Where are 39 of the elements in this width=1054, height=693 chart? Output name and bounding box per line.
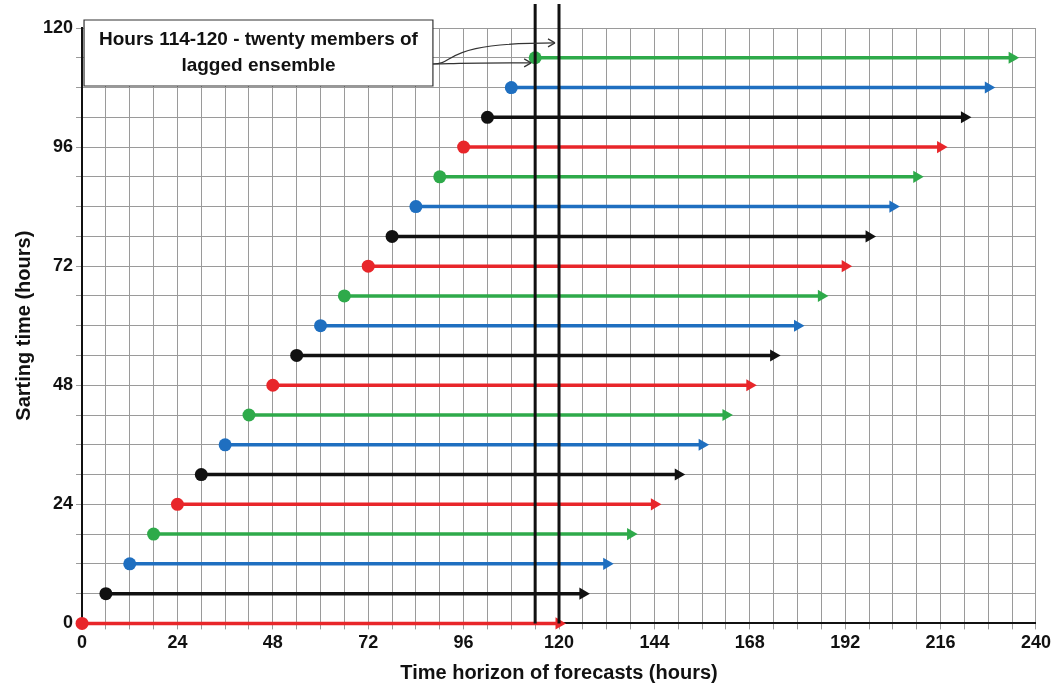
x-tick-label: 0 [77,632,88,653]
x-tick-label: 72 [358,632,379,653]
point [314,319,328,333]
x-tick-label: 144 [639,632,670,653]
point [99,587,113,601]
x-tick-label: 120 [543,632,575,653]
point [194,468,208,482]
point [409,200,423,214]
point [385,229,399,243]
y-tick-label: 120 [42,16,74,37]
y-tick-label: 72 [53,255,74,276]
point [337,289,351,303]
x-tick-label: 96 [453,632,474,653]
x-tick-label: 168 [734,632,765,653]
x-tick-label: 24 [167,632,188,653]
point [433,170,447,184]
point [170,497,184,511]
point [457,140,471,154]
point [147,527,161,541]
y-tick-label: 0 [63,612,74,633]
point [504,81,518,95]
point [218,438,232,452]
point [242,408,256,422]
x-tick-label: 216 [925,632,956,653]
y-axis-title: Sarting time (hours) [11,230,34,421]
x-tick-label: 240 [1020,632,1052,653]
x-axis-title: Time horizon of forecasts (hours) [400,660,718,683]
point [480,110,494,124]
point [266,378,280,392]
point [290,348,304,362]
point [123,557,137,571]
y-tick-label: 96 [53,136,74,157]
point [361,259,375,273]
x-tick-label: 192 [830,632,861,653]
annotation: Hours 114-120 - twenty members of lagged ensemble [99,28,419,76]
x-tick-label: 48 [262,632,283,653]
y-tick-label: 48 [53,374,74,395]
point [75,616,89,630]
y-tick-label: 24 [53,493,74,514]
